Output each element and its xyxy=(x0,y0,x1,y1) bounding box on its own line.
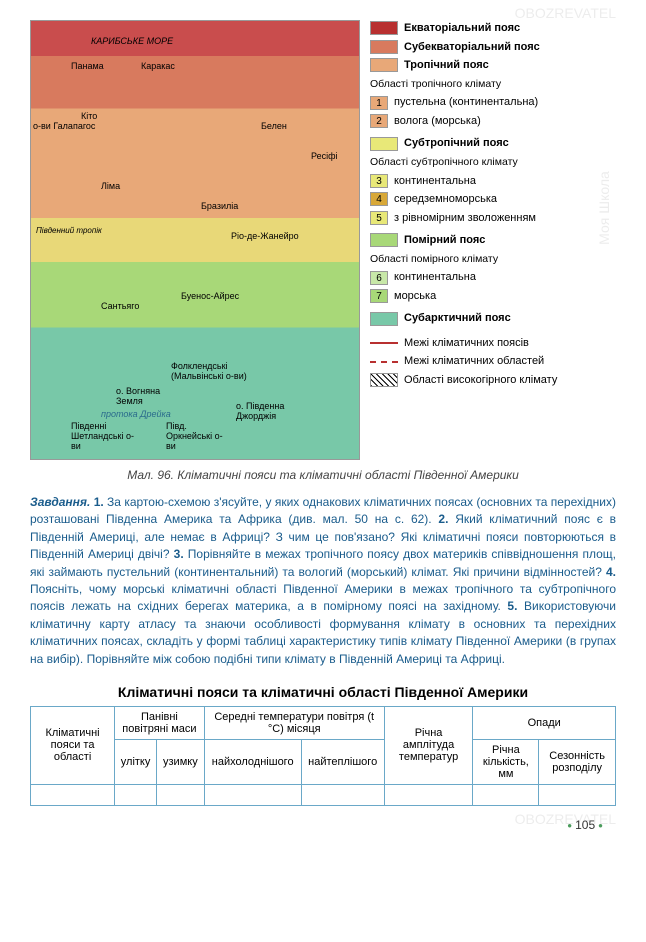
th-belts: Кліматичні пояси та області xyxy=(31,706,115,784)
map-tropic: Південний тропік xyxy=(36,226,102,235)
th-amount: Річна кількість, мм xyxy=(473,739,539,784)
map-city-recife: Ресіфі xyxy=(311,151,338,161)
swatch-subarctic xyxy=(370,312,398,326)
legend-tropical: Тропічний пояс xyxy=(404,57,489,74)
swatch-trop-1: 1 xyxy=(370,96,388,110)
table-header-row-1: Кліматичні пояси та області Панівні пові… xyxy=(31,706,616,739)
th-season: Сезонність розподілу xyxy=(539,739,616,784)
legend-sub-3: континентальна xyxy=(394,173,476,190)
swatch-temperate xyxy=(370,233,398,247)
th-winds: Панівні повітряні маси xyxy=(115,706,205,739)
swatch-sub-3: 3 xyxy=(370,174,388,188)
legend-trop-2: волога (морська) xyxy=(394,113,481,130)
table-title: Кліматичні пояси та кліматичні області П… xyxy=(30,684,616,700)
th-summer: улітку xyxy=(115,739,157,784)
watermark-top: OBOZREVATEL xyxy=(515,5,616,21)
map-georgia: о. Південна Джорджія xyxy=(236,401,306,421)
swatch-trop-2: 2 xyxy=(370,114,388,128)
th-temp: Середні температури повітря (t °C) місяц… xyxy=(204,706,384,739)
legend-line-belt: Межі кліматичних поясів xyxy=(404,335,529,352)
legend-subtropical-sub: Області субтропічного клімату xyxy=(370,155,616,171)
swatch-subtropical xyxy=(370,137,398,151)
swatch-sub-4: 4 xyxy=(370,192,388,206)
map-city-rio: Ріо-де-Жанейро xyxy=(231,231,299,241)
map-city-lima: Ліма xyxy=(101,181,120,191)
task-num-5: 5. xyxy=(507,599,517,613)
climate-table: Кліматичні пояси та області Панівні пові… xyxy=(30,706,616,806)
task-block: Завдання. 1. За картою-схемою з'ясуйте, … xyxy=(30,494,616,668)
legend-line-area: Межі кліматичних областей xyxy=(404,353,544,370)
legend-sub-5: з рівномірним зволоженням xyxy=(394,210,536,227)
swatch-tropical xyxy=(370,58,398,72)
legend-subtropical: Субтропічний пояс xyxy=(404,135,509,152)
map-city-brasilia: Бразиліа xyxy=(201,201,238,211)
map-city-santiago: Сантьяго xyxy=(101,301,139,311)
swatch-sub-5: 5 xyxy=(370,211,388,225)
legend-equatorial: Екваторіальний пояс xyxy=(404,20,520,37)
legend-temperate-sub: Області помірного клімату xyxy=(370,252,616,268)
th-amp: Річна амплітуда температур xyxy=(384,706,473,784)
map-city-panama: Панама xyxy=(71,61,104,71)
legend-temperate: Помірний пояс xyxy=(404,232,485,249)
legend-trop-1: пустельна (континентальна) xyxy=(394,94,538,111)
task-num-2: 2. xyxy=(438,512,448,526)
page-number: 105 xyxy=(30,818,616,832)
swatch-temp-7: 7 xyxy=(370,289,388,303)
task-num-1: 1. xyxy=(94,495,104,509)
swatch-equatorial xyxy=(370,21,398,35)
line-belt xyxy=(370,342,398,344)
task-num-4: 4. xyxy=(606,565,616,579)
swatch-subequatorial xyxy=(370,40,398,54)
map-legend: Екваторіальний пояс Субекваторіальний по… xyxy=(370,20,616,460)
legend-temp-7: морська xyxy=(394,288,436,305)
swatch-highland xyxy=(370,373,398,387)
th-coldest: найхолоднішого xyxy=(204,739,301,784)
table-row xyxy=(31,784,616,805)
legend-temp-6: континентальна xyxy=(394,269,476,286)
legend-subarctic: Субарктичний пояс xyxy=(404,310,511,327)
map-city-caracas: Каракас xyxy=(141,61,175,71)
map-city-kito: Кіто xyxy=(81,111,97,121)
swatch-temp-6: 6 xyxy=(370,271,388,285)
map-falkland: Фолклендські (Мальвінські о-ви) xyxy=(171,361,251,381)
th-warmest: найтеплішого xyxy=(301,739,384,784)
map-shetland: Південні Шетландські о-ви xyxy=(71,421,141,451)
figure-caption: Мал. 96. Кліматичні пояси та кліматичні … xyxy=(30,468,616,482)
map-city-belen: Белен xyxy=(261,121,287,131)
map-orkney: Півд. Оркнейські о-ви xyxy=(166,421,226,451)
table-header-row-2: улітку узимку найхолоднішого найтеплішог… xyxy=(31,739,616,784)
line-area xyxy=(370,361,398,363)
map-city-buenos: Буенос-Айрес xyxy=(181,291,239,301)
task-heading: Завдання. xyxy=(30,495,90,509)
task-num-3: 3. xyxy=(174,547,184,561)
climate-map: КАРИБСЬКЕ МОРЕ Панама Каракас Кіто о-ви … xyxy=(30,20,360,460)
legend-highland: Області високогірного клімату xyxy=(404,372,557,389)
map-drake: протока Дрейка xyxy=(101,409,171,419)
top-section: КАРИБСЬКЕ МОРЕ Панама Каракас Кіто о-ви … xyxy=(30,20,616,460)
legend-subequatorial: Субекваторіальний пояс xyxy=(404,39,540,56)
th-precip: Опади xyxy=(473,706,616,739)
map-sea-label: КАРИБСЬКЕ МОРЕ xyxy=(91,36,173,46)
map-galapagos: о-ви Галапагос xyxy=(33,121,95,131)
map-tierra: о. Вогняна Земля xyxy=(116,386,176,406)
legend-tropical-sub: Області тропічного клімату xyxy=(370,77,616,93)
legend-sub-4: середземноморська xyxy=(394,191,497,208)
th-winter: узимку xyxy=(157,739,205,784)
